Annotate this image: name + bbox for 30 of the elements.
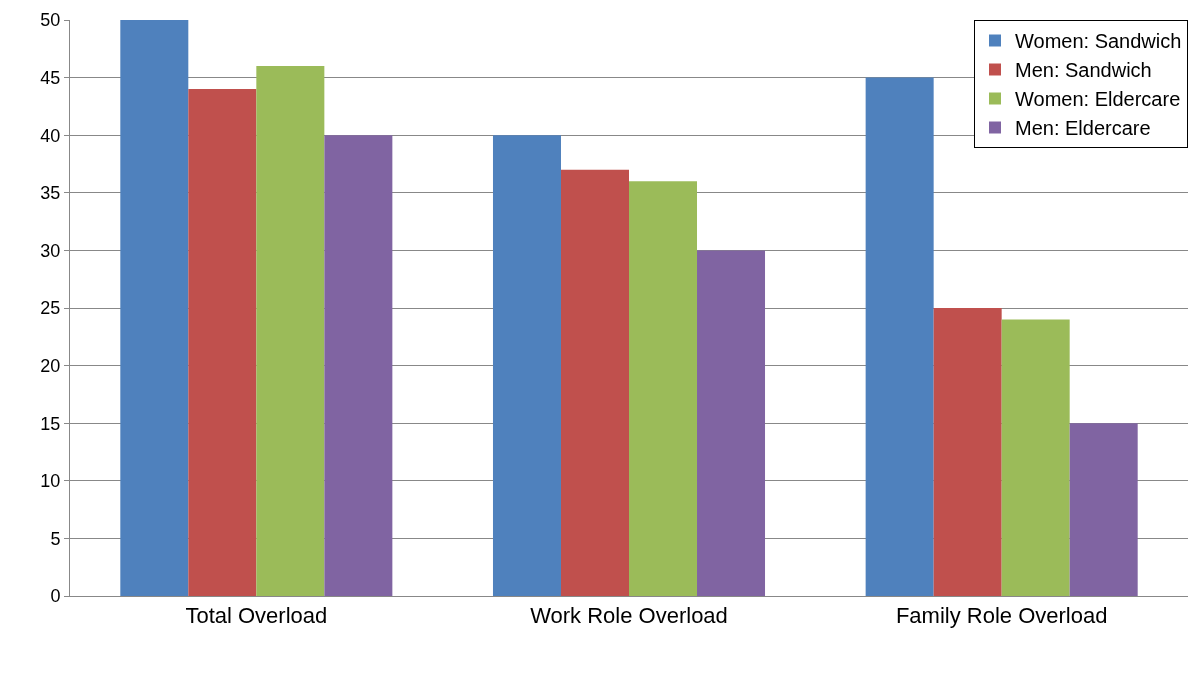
bar <box>865 77 934 596</box>
bar <box>1069 423 1138 596</box>
bar <box>492 135 561 596</box>
legend-label: Men: Sandwich <box>1015 59 1152 82</box>
y-tick-label: 5 <box>50 528 61 549</box>
y-tick-label: 10 <box>40 471 61 492</box>
legend-label: Women: Eldercare <box>1015 88 1181 111</box>
bar <box>120 20 189 596</box>
y-tick-label: 45 <box>40 67 61 88</box>
bar <box>560 169 629 596</box>
y-tick-label: 50 <box>40 10 61 31</box>
bar <box>629 181 698 596</box>
y-tick-label: 15 <box>40 413 61 434</box>
y-tick-label: 25 <box>40 298 61 319</box>
bar <box>256 66 325 596</box>
x-tick-label: Total Overload <box>185 603 328 629</box>
y-tick-label: 40 <box>40 125 61 146</box>
x-tick-label: Work Role Overload <box>530 603 728 629</box>
y-tick-label: 35 <box>40 183 61 204</box>
bar <box>697 250 766 596</box>
legend-label: Women: Sandwich <box>1015 30 1182 53</box>
bar <box>1001 319 1070 596</box>
y-tick-label: 0 <box>50 586 61 607</box>
bar <box>324 135 393 596</box>
x-tick-label: Family Role Overload <box>895 603 1108 629</box>
legend-label: Men: Eldercare <box>1015 117 1151 140</box>
y-tick-label: 20 <box>40 355 61 376</box>
y-tick-label: 30 <box>40 240 61 261</box>
bar <box>188 89 257 596</box>
bar <box>933 308 1002 596</box>
